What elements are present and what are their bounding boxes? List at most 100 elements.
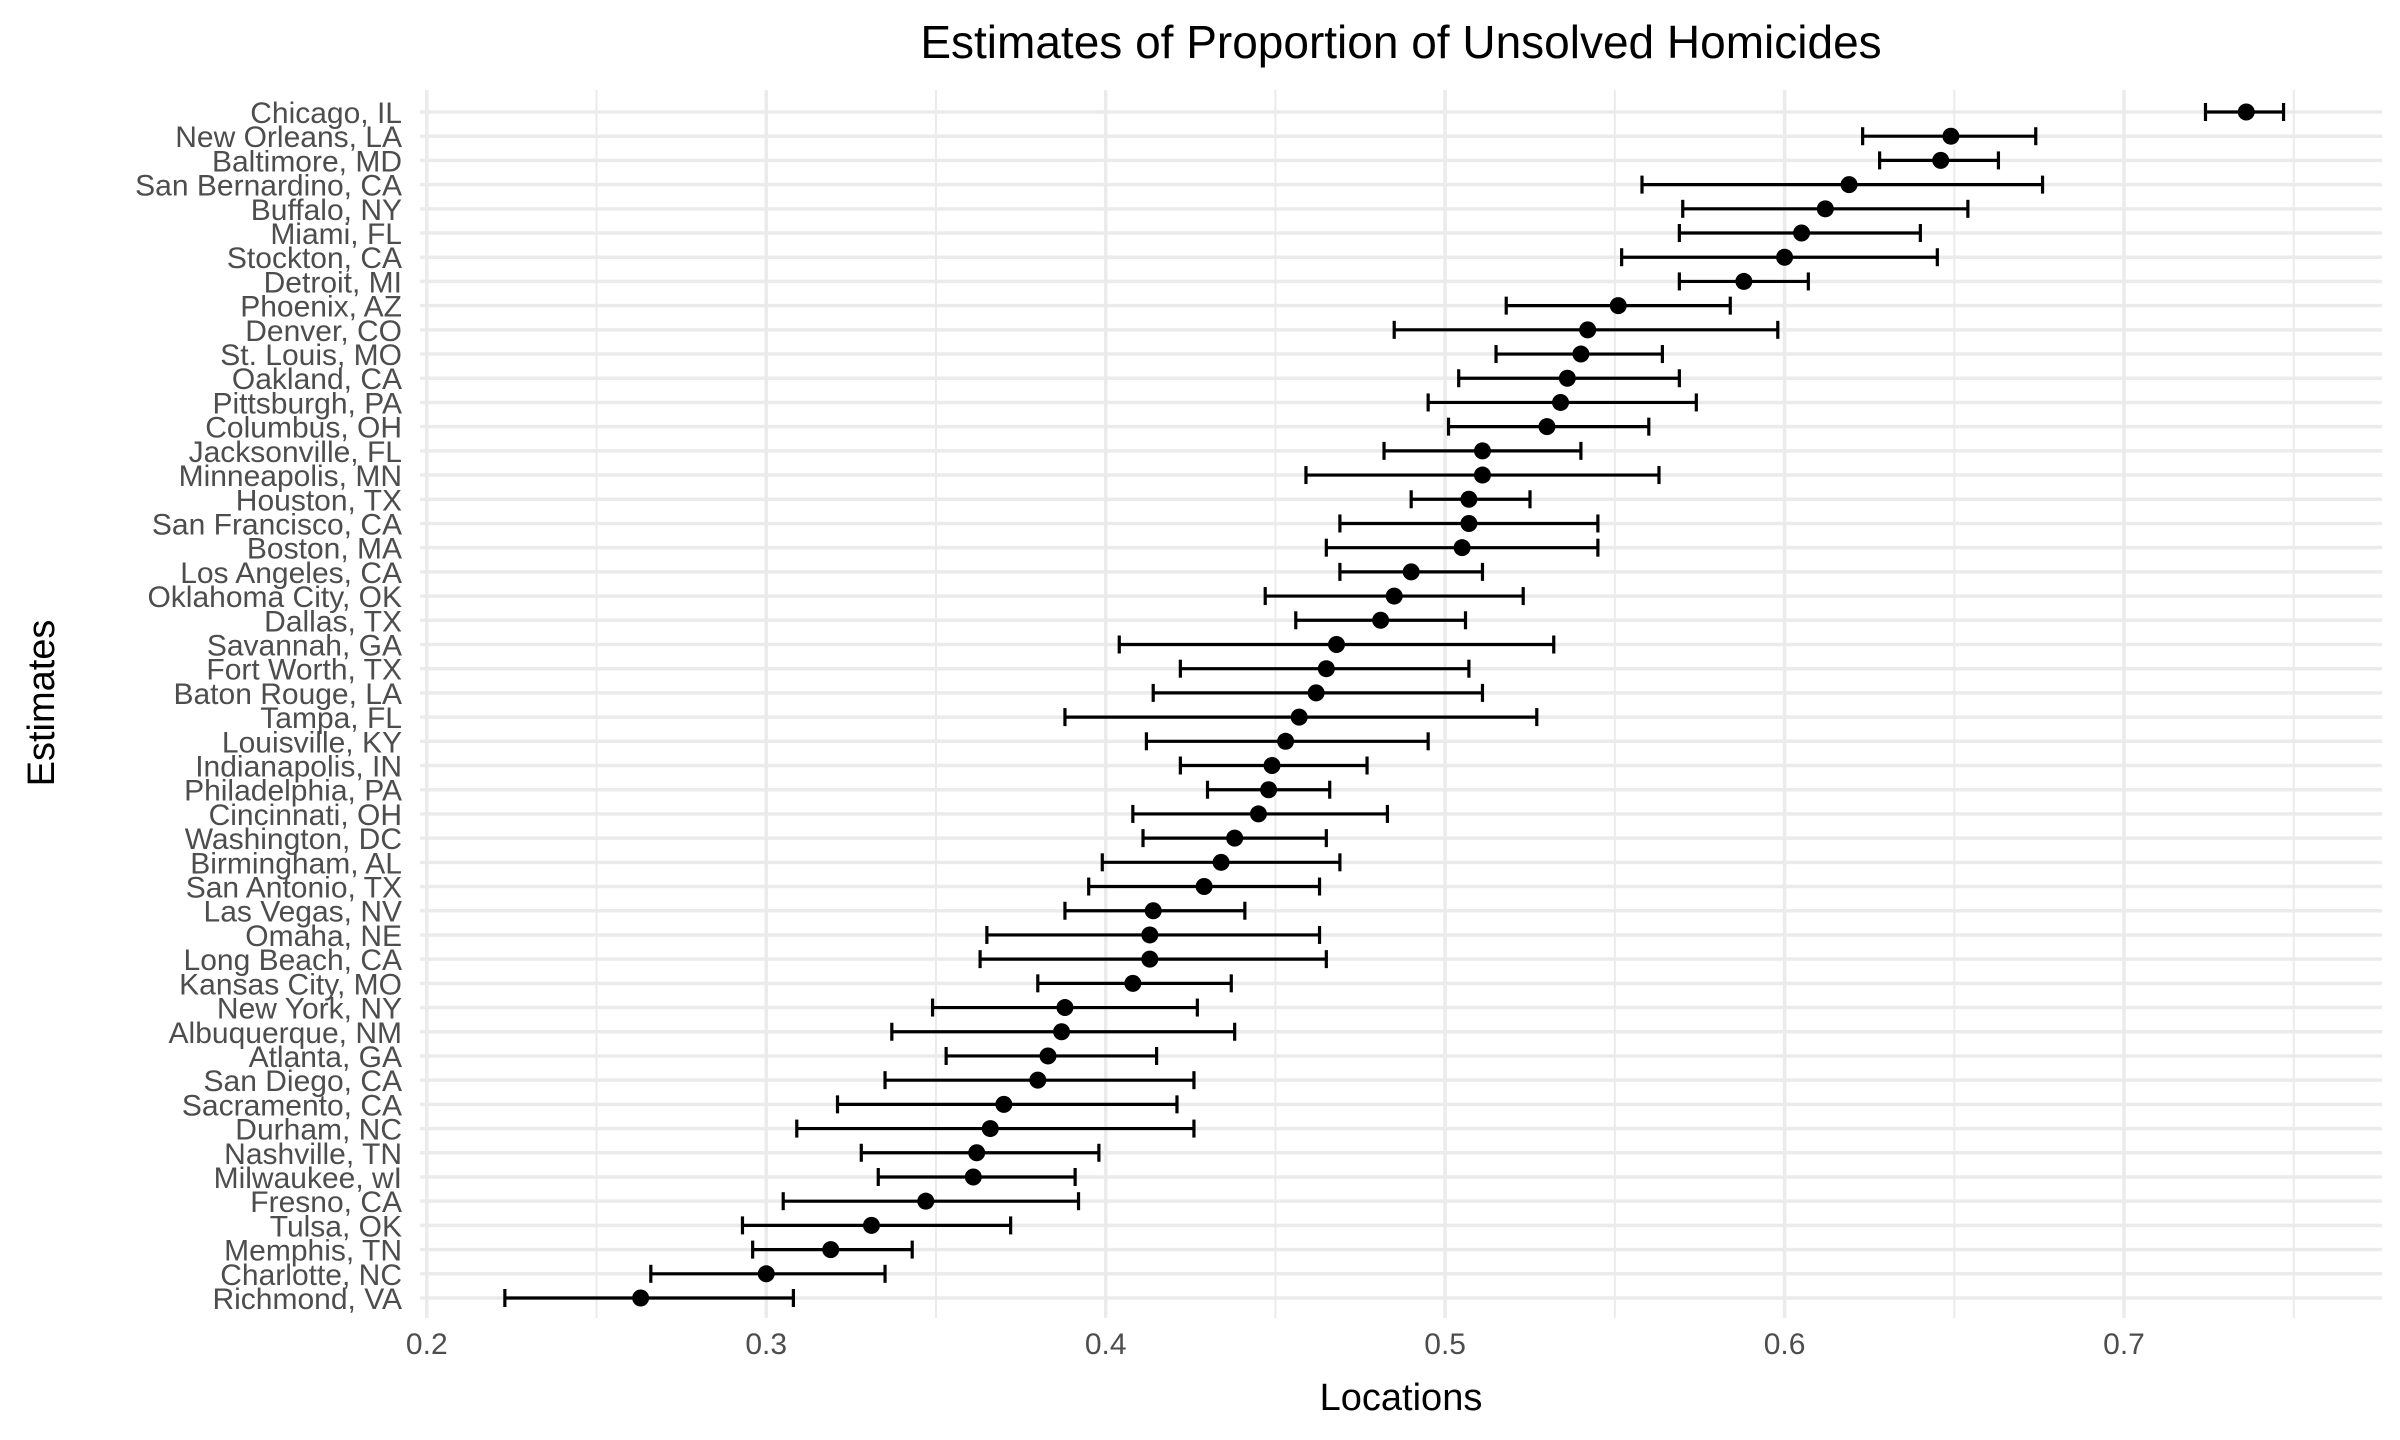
estimate-point bbox=[1212, 853, 1230, 871]
estimate-point bbox=[964, 1168, 982, 1186]
x-tick-labels: 0.2 0.3 0.4 0.5 0.6 0.7 bbox=[406, 1328, 2145, 1361]
category-label: Chicago, IL bbox=[250, 97, 402, 130]
estimate-point bbox=[1453, 539, 1471, 557]
x-tick-label: 0.5 bbox=[1424, 1328, 1466, 1361]
estimate-point bbox=[1579, 321, 1597, 339]
estimate-point bbox=[1609, 297, 1627, 315]
category-label: Philadelphia, PA bbox=[184, 775, 402, 808]
estimate-points bbox=[632, 103, 2255, 1307]
category-label: Oakland, CA bbox=[232, 363, 402, 396]
estimate-point bbox=[1144, 902, 1162, 920]
category-label: Birmingham, AL bbox=[190, 847, 402, 880]
category-label: Tulsa, OK bbox=[270, 1210, 402, 1243]
estimate-point bbox=[1538, 418, 1556, 436]
category-label: Baltimore, MD bbox=[212, 145, 402, 178]
estimate-point bbox=[1029, 1071, 1047, 1089]
category-label: Oklahoma City, OK bbox=[147, 581, 402, 614]
category-label: Durham, NC bbox=[235, 1114, 402, 1147]
category-label: Memphis, TN bbox=[224, 1235, 402, 1268]
category-label: Denver, CO bbox=[245, 315, 402, 348]
category-label: Minneapolis, MN bbox=[179, 460, 402, 493]
category-label: Sacramento, CA bbox=[182, 1089, 402, 1122]
estimate-point bbox=[822, 1241, 840, 1259]
category-label: Savannah, GA bbox=[207, 629, 402, 662]
estimate-point bbox=[1307, 684, 1325, 702]
estimate-point bbox=[1932, 151, 1950, 169]
estimate-point bbox=[1141, 926, 1159, 944]
category-label: San Diego, CA bbox=[204, 1065, 402, 1098]
estimate-point bbox=[1558, 369, 1576, 387]
estimate-point bbox=[1263, 757, 1281, 775]
category-label: Kansas City, MO bbox=[179, 968, 402, 1001]
estimate-point bbox=[1552, 393, 1570, 411]
category-label: San Antonio, TX bbox=[186, 872, 402, 905]
estimate-point bbox=[862, 1216, 880, 1234]
estimate-point bbox=[1195, 878, 1213, 896]
category-label: Pittsburgh, PA bbox=[212, 387, 402, 420]
category-label: Louisville, KY bbox=[222, 726, 402, 759]
x-tick-label: 0.2 bbox=[406, 1328, 448, 1361]
estimate-point bbox=[1473, 466, 1491, 484]
category-label: Albuquerque, NM bbox=[169, 1017, 402, 1050]
estimate-point bbox=[1290, 708, 1308, 726]
estimate-point bbox=[1053, 1023, 1071, 1041]
category-label: Dallas, TX bbox=[264, 605, 402, 638]
estimate-point bbox=[1840, 176, 1858, 194]
category-label: Washington, DC bbox=[185, 823, 402, 856]
estimate-point bbox=[1473, 442, 1491, 460]
category-label: Detroit, MI bbox=[264, 266, 402, 299]
estimate-point bbox=[1056, 999, 1074, 1017]
estimate-point bbox=[1460, 490, 1478, 508]
estimate-point bbox=[1572, 345, 1590, 363]
x-tick-label: 0.4 bbox=[1085, 1328, 1127, 1361]
estimate-point bbox=[632, 1289, 650, 1307]
estimate-point bbox=[757, 1265, 775, 1283]
estimate-point bbox=[968, 1144, 986, 1162]
category-label: New Orleans, LA bbox=[175, 121, 402, 154]
category-label: Columbus, OH bbox=[205, 412, 402, 445]
category-label: Indianapolis, IN bbox=[195, 751, 402, 784]
category-label: Buffalo, NY bbox=[251, 194, 402, 227]
category-label: Jacksonville, FL bbox=[189, 436, 402, 469]
estimate-point bbox=[1249, 805, 1267, 823]
category-label: Cincinnati, OH bbox=[209, 799, 402, 832]
category-label: Baton Rouge, LA bbox=[173, 678, 402, 711]
category-label: San Bernardino, CA bbox=[135, 170, 402, 203]
y-axis-title: Estimates bbox=[21, 620, 63, 787]
estimate-point bbox=[1385, 587, 1403, 605]
x-tick-label: 0.7 bbox=[2103, 1328, 2145, 1361]
chart-title: Estimates of Proportion of Unsolved Homi… bbox=[920, 16, 1881, 68]
category-label: Milwaukee, wI bbox=[214, 1162, 402, 1195]
estimate-point bbox=[1039, 1047, 1057, 1065]
category-label: Nashville, TN bbox=[224, 1138, 402, 1171]
category-label: Fresno, CA bbox=[250, 1186, 402, 1219]
estimate-point bbox=[1277, 732, 1295, 750]
error-bars bbox=[503, 103, 2286, 1307]
category-label: New York, NY bbox=[217, 993, 402, 1026]
estimate-point bbox=[1328, 635, 1346, 653]
category-label: Houston, TX bbox=[236, 484, 402, 517]
category-label: Stockton, CA bbox=[227, 242, 402, 275]
estimate-point bbox=[1776, 248, 1794, 266]
category-label: Boston, MA bbox=[247, 533, 402, 566]
x-tick-label: 0.6 bbox=[1764, 1328, 1806, 1361]
x-tick-label: 0.3 bbox=[745, 1328, 787, 1361]
category-label: Long Beach, CA bbox=[184, 944, 402, 977]
category-label: Phoenix, AZ bbox=[240, 291, 402, 324]
estimate-point bbox=[981, 1120, 999, 1138]
x-axis-title: Locations bbox=[1320, 1377, 1483, 1419]
category-label: San Francisco, CA bbox=[152, 508, 402, 541]
estimate-point bbox=[917, 1192, 935, 1210]
category-label: Richmond, VA bbox=[212, 1283, 402, 1316]
category-label: Omaha, NE bbox=[245, 920, 402, 953]
estimate-point bbox=[995, 1095, 1013, 1113]
category-label: Los Angeles, CA bbox=[180, 557, 402, 590]
estimate-point bbox=[1141, 950, 1159, 968]
category-label: St. Louis, MO bbox=[220, 339, 402, 372]
estimate-point bbox=[1793, 224, 1811, 242]
estimate-point bbox=[1942, 127, 1960, 145]
estimate-point bbox=[1816, 200, 1834, 218]
category-label: Miami, FL bbox=[270, 218, 402, 251]
estimate-point bbox=[1735, 272, 1753, 290]
